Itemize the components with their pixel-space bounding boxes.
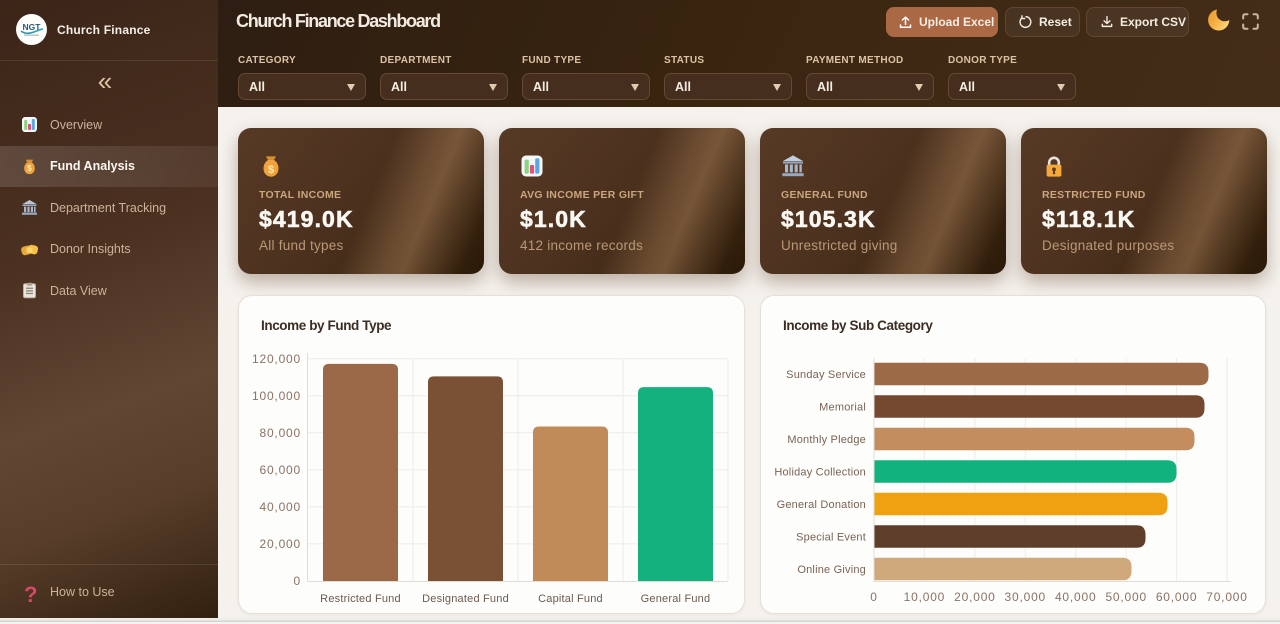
svg-text:40,000: 40,000 [1055,590,1097,604]
svg-text:$: $ [268,163,274,175]
svg-text:Sunday Service: Sunday Service [786,369,866,381]
svg-text:NGT: NGT [23,22,42,32]
svg-text:Online Giving: Online Giving [797,564,866,576]
svg-text:10,000: 10,000 [904,590,946,604]
svg-text:Restricted Fund: Restricted Fund [320,593,401,605]
svg-text:Holiday Collection: Holiday Collection [774,467,866,479]
svg-text:Special Event: Special Event [796,532,866,544]
svg-text:0: 0 [294,574,301,588]
svg-text:60,000: 60,000 [259,463,301,477]
svg-text:Monthly Pledge: Monthly Pledge [787,434,866,446]
svg-text:120,000: 120,000 [252,352,301,366]
svg-text:General Fund: General Fund [641,593,711,605]
svg-text:Capital Fund: Capital Fund [538,593,603,605]
svg-text:20,000: 20,000 [259,537,301,551]
svg-text:40,000: 40,000 [259,500,301,514]
svg-text:30,000: 30,000 [1005,590,1047,604]
svg-text:100,000: 100,000 [252,389,301,403]
svg-text:70,000: 70,000 [1206,590,1248,604]
svg-text:Memorial: Memorial [819,402,866,414]
svg-text:50,000: 50,000 [1105,590,1147,604]
svg-text:Designated Fund: Designated Fund [422,593,509,605]
svg-text:60,000: 60,000 [1156,590,1198,604]
svg-text:20,000: 20,000 [954,590,996,604]
svg-text:General Donation: General Donation [777,499,866,511]
svg-text:80,000: 80,000 [259,426,301,440]
svg-text:0: 0 [870,590,877,604]
svg-text:$: $ [27,164,32,173]
